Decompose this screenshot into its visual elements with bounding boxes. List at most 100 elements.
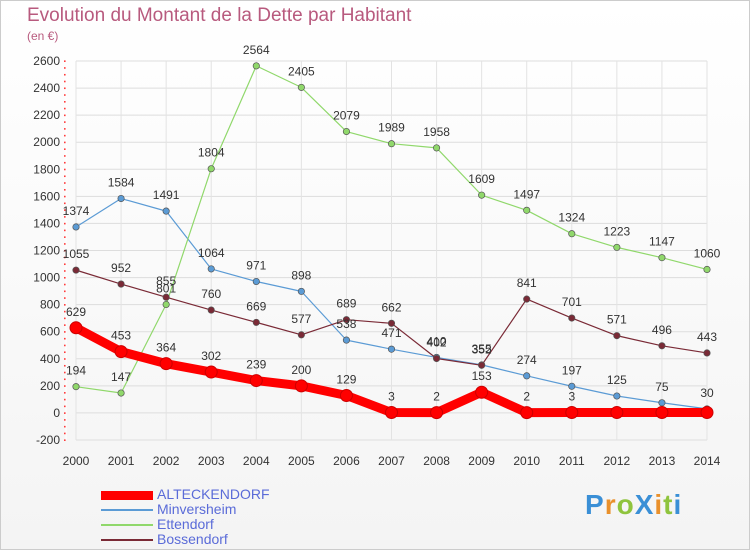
legend-label: Ettendorf (157, 516, 214, 532)
x-tick-label: 2000 (63, 454, 90, 468)
data-label: 453 (111, 329, 131, 343)
y-minor-tick (64, 182, 66, 184)
y-tick-label: 1000 (33, 271, 60, 285)
data-point (114, 345, 128, 359)
y-minor-tick (64, 270, 66, 272)
data-point (294, 379, 308, 393)
y-minor-tick (64, 419, 66, 421)
data-label: 402 (427, 336, 447, 350)
data-point (700, 406, 714, 420)
data-point (72, 266, 80, 274)
data-label: 538 (336, 317, 356, 331)
data-label: 1223 (604, 224, 631, 238)
y-minor-tick (64, 202, 66, 205)
legend-swatch (101, 509, 153, 511)
y-tick-label: 1600 (33, 189, 60, 203)
data-label: 200 (291, 363, 311, 377)
y-tick-label: 1200 (33, 244, 60, 258)
data-label: 1497 (513, 187, 540, 201)
data-label: 2405 (288, 64, 315, 78)
data-point (159, 357, 173, 371)
x-tick-label: 2005 (288, 454, 315, 468)
data-label: 841 (517, 276, 537, 290)
data-label: 2 (433, 390, 440, 404)
x-tick-label: 2001 (108, 454, 135, 468)
data-label: 1491 (153, 188, 180, 202)
data-label: 577 (291, 312, 311, 326)
logo-letter: P (585, 489, 605, 520)
legend-swatch (101, 524, 153, 526)
y-tick-label: 200 (40, 379, 60, 393)
y-minor-tick (64, 87, 66, 90)
y-tick-label: 0 (53, 406, 60, 420)
y-tick-label: 2600 (33, 54, 60, 68)
data-point (568, 230, 576, 238)
data-label: 75 (655, 380, 669, 394)
data-point (297, 83, 305, 91)
x-tick-label: 2011 (559, 454, 585, 468)
data-label: 364 (156, 341, 176, 355)
data-label: 971 (246, 258, 266, 272)
y-tick-label: 2400 (33, 81, 60, 95)
chart-subtitle: (en €) (27, 29, 59, 43)
y-minor-tick (64, 283, 66, 286)
x-tick-label: 2008 (423, 454, 450, 468)
y-minor-tick (64, 134, 66, 137)
y-minor-tick (64, 297, 66, 299)
data-point (297, 287, 305, 295)
y-minor-tick (64, 222, 66, 225)
y-minor-tick (64, 263, 66, 266)
data-point (478, 191, 486, 199)
x-tick-label: 2010 (513, 454, 540, 468)
data-point (433, 354, 441, 363)
logo-letter: r (604, 489, 617, 520)
data-label: 1958 (423, 125, 450, 139)
data-point (613, 392, 621, 400)
y-minor-tick (64, 331, 66, 333)
data-label: 129 (336, 372, 356, 386)
data-point (342, 316, 350, 324)
data-label: 1055 (63, 247, 90, 261)
y-tick-label: 1400 (33, 216, 60, 230)
data-point (430, 406, 444, 420)
x-tick-label: 2009 (468, 454, 495, 468)
y-minor-tick (64, 324, 66, 326)
y-minor-tick (64, 216, 66, 218)
y-minor-tick (64, 405, 66, 408)
y-minor-tick (64, 290, 66, 293)
y-minor-tick (64, 337, 66, 340)
data-point (387, 345, 396, 353)
data-point (252, 62, 260, 70)
y-tick-label: 1800 (33, 162, 60, 176)
y-minor-tick (64, 310, 66, 313)
data-label: 30 (700, 386, 714, 400)
data-point (69, 321, 83, 335)
data-point (342, 127, 350, 136)
y-minor-tick (64, 378, 66, 381)
data-label: 689 (336, 297, 356, 311)
data-point (568, 382, 576, 390)
y-minor-tick (64, 168, 66, 171)
y-minor-tick (64, 364, 66, 367)
y-minor-tick (64, 425, 66, 428)
y-minor-tick (64, 412, 66, 414)
data-point (162, 293, 170, 301)
data-label: 153 (472, 369, 492, 383)
data-point (565, 406, 579, 420)
data-label: 2 (523, 390, 530, 404)
y-minor-tick (64, 385, 66, 387)
logo-letter: i (673, 489, 683, 520)
y-tick-label: 600 (40, 325, 60, 339)
data-label: 410 (427, 334, 447, 348)
y-minor-tick (64, 73, 66, 76)
data-label: 194 (66, 364, 86, 378)
legend-label: Minversheim (157, 501, 237, 517)
y-minor-tick (64, 249, 66, 252)
y-minor-tick (64, 236, 66, 238)
y-minor-tick (64, 107, 66, 110)
data-label: 3 (568, 390, 575, 404)
data-point (523, 206, 531, 214)
data-label: 1324 (558, 211, 585, 225)
data-point (613, 332, 621, 340)
y-minor-tick (64, 209, 66, 211)
